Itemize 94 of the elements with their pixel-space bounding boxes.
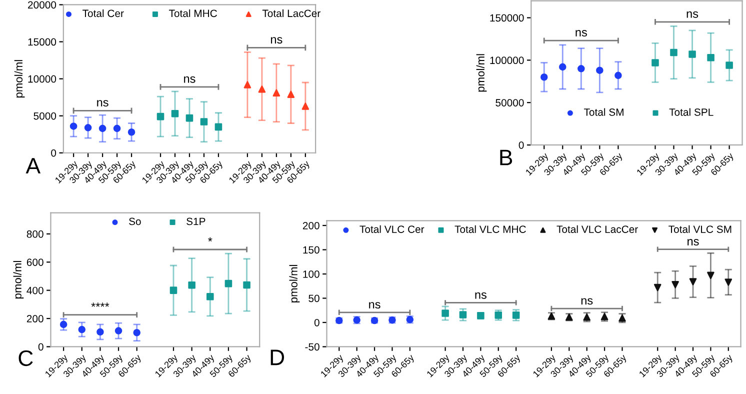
point	[578, 65, 585, 72]
y-tick-label: 800	[26, 230, 44, 238]
y-tick-label: 200	[26, 315, 44, 322]
annotation: ns	[369, 302, 380, 309]
legend-label: Total MHC	[168, 9, 217, 18]
y-tick-label: 50	[308, 294, 320, 302]
point	[302, 102, 310, 110]
point	[188, 281, 196, 289]
y-tick-label: 200	[302, 222, 320, 230]
y-tick-label: 400	[26, 286, 44, 294]
point	[128, 128, 136, 136]
y-tick-label: 15000	[28, 38, 56, 46]
y-tick-label: 0	[51, 149, 56, 157]
annotation: ns	[686, 11, 698, 18]
point	[70, 122, 78, 130]
point	[540, 73, 548, 81]
legend-label: Total VLC MHC	[454, 225, 526, 233]
point	[689, 278, 697, 286]
point	[614, 72, 622, 80]
point	[287, 90, 295, 98]
annotation: ns	[184, 76, 196, 83]
point	[60, 320, 68, 328]
annotation: ns	[576, 30, 587, 37]
point	[113, 124, 121, 132]
legend-label: Total Cer	[82, 9, 124, 18]
point	[512, 312, 520, 319]
annotation: ns	[581, 298, 593, 305]
annotation: *	[208, 237, 212, 242]
point	[494, 312, 502, 319]
legend-label: Total LacCer	[262, 9, 320, 18]
point	[96, 328, 104, 336]
point	[243, 281, 250, 289]
y-tick-label: 100000	[490, 56, 524, 64]
point	[78, 326, 86, 334]
point	[272, 89, 280, 97]
y-tick-label: 5000	[34, 112, 56, 120]
y-tick-label: 100	[303, 270, 320, 278]
y-tick-label: 150000	[490, 14, 524, 22]
annotation: ns	[475, 292, 486, 299]
point	[724, 278, 732, 286]
point	[200, 118, 208, 126]
y-tick-label: 50000	[496, 99, 524, 106]
point	[726, 62, 733, 69]
y-axis-title: pmol/ml	[13, 261, 24, 298]
annotation: ns	[97, 100, 108, 107]
text: A	[26, 158, 41, 174]
y-axis-title: pmol/ml	[289, 264, 300, 302]
legend-label: S1P	[186, 218, 206, 226]
point	[652, 59, 659, 66]
y-tick-label: 10000	[28, 75, 56, 83]
point	[170, 286, 178, 294]
legend-label: Total VLC SM	[668, 225, 732, 233]
annotation: ****	[91, 302, 110, 307]
point	[244, 81, 252, 88]
point	[156, 112, 164, 120]
point	[688, 50, 696, 58]
point	[224, 280, 232, 288]
legend-label: Total SPL	[669, 108, 714, 116]
y-tick-label: 150	[303, 246, 320, 254]
point	[672, 281, 679, 288]
y-tick-label: -50	[305, 343, 320, 351]
y-tick-label: 20000	[28, 1, 56, 9]
point	[171, 110, 179, 118]
point	[84, 124, 92, 132]
point	[214, 123, 222, 131]
point	[114, 327, 122, 334]
point	[707, 54, 714, 62]
legend-label: Total SM	[584, 108, 624, 116]
point	[707, 272, 714, 280]
annotation: ns	[688, 239, 699, 246]
y-tick-label: 600	[26, 258, 44, 266]
text: D	[270, 350, 284, 366]
y-tick-label: 0	[518, 141, 524, 149]
point	[442, 310, 449, 317]
point	[98, 124, 106, 132]
point	[654, 284, 662, 292]
point	[133, 328, 140, 336]
text: B	[500, 150, 512, 166]
legend-label: So	[129, 218, 141, 226]
annotation: ns	[270, 37, 282, 44]
text: C	[18, 350, 33, 366]
point	[670, 48, 678, 56]
point	[186, 114, 194, 122]
y-axis-title: pmol/ml	[476, 54, 487, 92]
point	[206, 293, 214, 300]
point	[258, 86, 266, 93]
y-tick-label: 0	[314, 318, 320, 326]
point	[596, 66, 604, 74]
legend-label: Total VLC LacCer	[556, 225, 638, 233]
legend-label: Total VLC Cer	[360, 225, 424, 233]
y-axis-title: pmol/ml	[14, 60, 25, 98]
y-tick-label: 0	[38, 343, 44, 351]
point	[459, 311, 467, 318]
point	[558, 63, 566, 71]
